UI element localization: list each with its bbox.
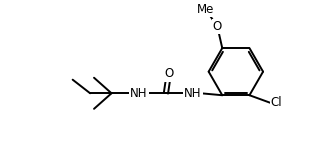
Text: NH: NH bbox=[185, 87, 202, 100]
Text: O: O bbox=[213, 20, 222, 33]
Text: O: O bbox=[164, 67, 173, 80]
Text: Me: Me bbox=[197, 3, 215, 16]
Text: Cl: Cl bbox=[271, 97, 282, 110]
Text: NH: NH bbox=[130, 87, 147, 100]
Text: O: O bbox=[213, 20, 222, 33]
